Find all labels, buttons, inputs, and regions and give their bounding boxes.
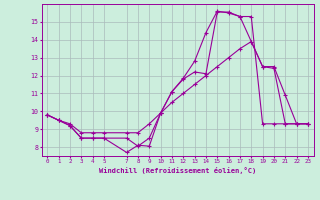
X-axis label: Windchill (Refroidissement éolien,°C): Windchill (Refroidissement éolien,°C) [99, 167, 256, 174]
